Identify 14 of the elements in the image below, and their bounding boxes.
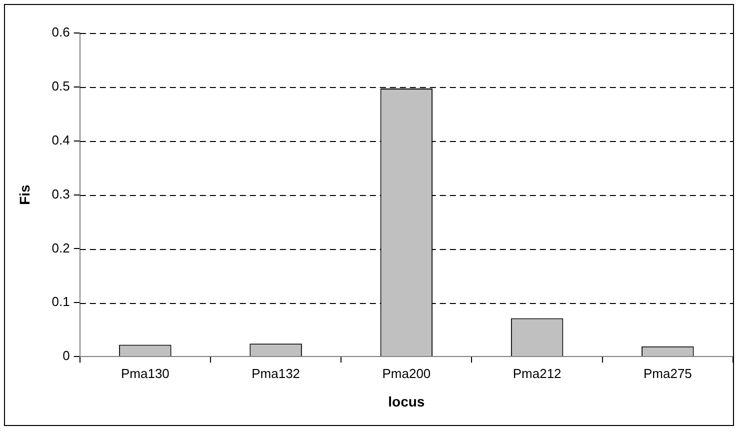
y-tick-label: 0.3 (52, 186, 70, 202)
y-tick-label: 0 (62, 348, 70, 364)
x-tick-label: Pma212 (512, 366, 562, 381)
y-tick-label: 0.5 (52, 78, 70, 94)
x-tick-label: Pma275 (643, 366, 692, 381)
y-tick-label: 0.6 (52, 24, 70, 40)
y-axis-title: Fis (16, 184, 32, 205)
y-tick-label: 0.2 (52, 240, 70, 256)
y-tick-label: 0.1 (52, 294, 70, 310)
x-axis-title: locus (388, 393, 425, 410)
x-tick-label: Pma132 (252, 366, 300, 381)
x-tick-label: Pma200 (382, 366, 431, 381)
x-tick-label: Pma130 (120, 366, 170, 381)
y-tick-label: 0.4 (52, 132, 70, 148)
